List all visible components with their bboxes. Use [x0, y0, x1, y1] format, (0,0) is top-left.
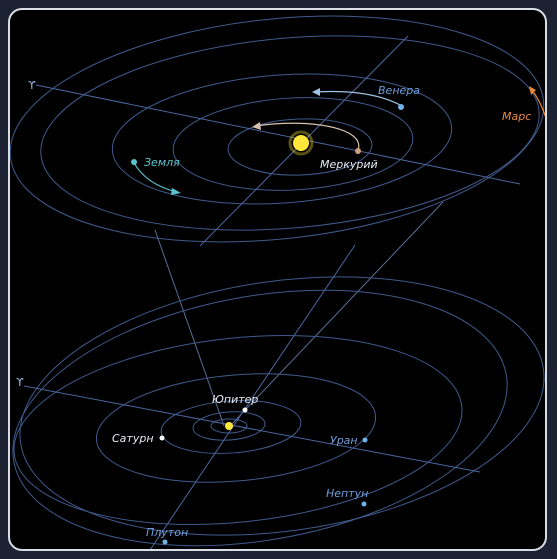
uranus-label: Уран: [330, 434, 358, 447]
pluto-orbit: [12, 289, 508, 547]
pluto-dot: [162, 539, 168, 545]
uranus-orbit: [95, 373, 377, 483]
vernal-equinox-symbol-outer: ϒ: [16, 376, 24, 389]
pluto-label: Плутон: [146, 526, 188, 539]
mercury-dot: [355, 148, 361, 154]
outer-orbits: [12, 276, 545, 547]
outer-ecliptic-line: [23, 385, 481, 473]
outer-cross-axis-line: [150, 244, 356, 549]
mercury-orbit: [227, 118, 373, 176]
earth-dot: [131, 159, 137, 165]
earth-label: Земля: [144, 156, 180, 169]
mars-arrow-head: [529, 86, 536, 95]
arrow-heads: [171, 86, 536, 195]
mercury-motion-arrow: [255, 122, 360, 151]
ecliptic-line: [35, 84, 521, 185]
venus-label: Венера: [378, 84, 420, 97]
neptune-orbit: [13, 335, 463, 525]
saturn-label: Сатурн: [112, 432, 154, 445]
outer-frame-ellipse: [10, 15, 545, 243]
venus-dot: [398, 104, 404, 110]
mars-orbit: [40, 35, 540, 231]
venus-orbit: [172, 97, 414, 191]
neptune-dot: [361, 501, 367, 507]
inner-sun: [293, 135, 309, 151]
vernal-equinox-symbol-inner: ϒ: [28, 79, 36, 92]
saturn-orbit: [160, 400, 302, 454]
projection-line-left: [154, 229, 225, 427]
neptune-label: Нептун: [326, 487, 368, 500]
jupiter-dot: [242, 407, 248, 413]
venus-arrow-head: [312, 88, 320, 96]
outer-sun: [225, 422, 233, 430]
uranus-dot: [362, 437, 368, 443]
mars-dot: [545, 113, 547, 119]
earth-orbit: [111, 73, 453, 205]
mercury-label: Меркурий: [320, 158, 378, 171]
earth-arrow-head: [171, 188, 181, 195]
projection-lines: [154, 201, 444, 427]
jupiter-label: Юпитер: [212, 393, 258, 406]
inner-axes: [35, 35, 521, 247]
mars-label: Марс: [502, 110, 531, 123]
jupiter-orbit: [192, 411, 266, 441]
venus-motion-arrow: [315, 90, 403, 107]
inner-orbits: [10, 15, 545, 243]
saturn-dot: [159, 435, 165, 441]
inner-sun-glow: [288, 130, 314, 156]
mercury-arrow-head: [252, 122, 261, 130]
outer-frame-ellipse-bottom: [19, 276, 545, 536]
diagram-panel: ϒ: [8, 8, 547, 551]
solar-system-orbits-diagram: ϒ: [10, 15, 547, 549]
projection-line-right: [229, 201, 444, 427]
outer-axes: [23, 244, 481, 549]
